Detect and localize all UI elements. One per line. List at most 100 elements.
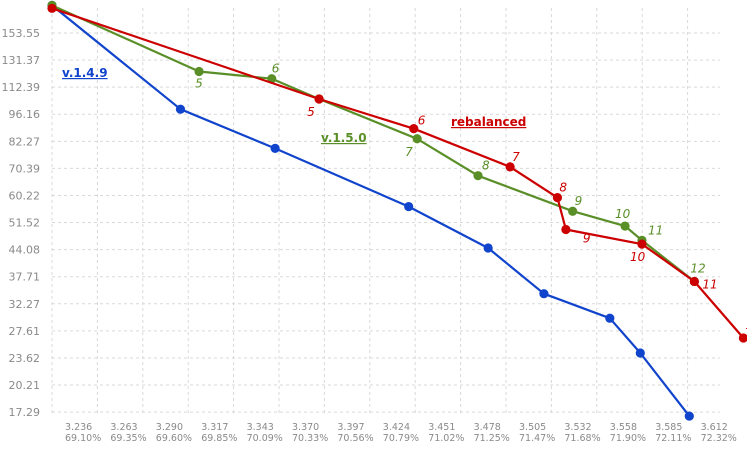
- data-point[interactable]: [561, 224, 571, 235]
- data-label: 7: [405, 145, 413, 159]
- data-point[interactable]: [539, 289, 549, 299]
- legend-item-v.1.4.9[interactable]: v.1.4.9: [62, 66, 108, 80]
- data-point[interactable]: [689, 276, 699, 287]
- x-tick-label-percent: 70.56%: [337, 433, 373, 444]
- data-point[interactable]: [505, 162, 515, 172]
- y-tick-label: 82.27: [9, 135, 41, 148]
- x-tick-label-percent: 70.09%: [247, 433, 283, 444]
- data-label: 10: [615, 207, 631, 221]
- series-line: [51, 7, 745, 339]
- x-tick-label-value: 3.478: [474, 422, 501, 433]
- x-tick-label-value: 3.424: [383, 422, 410, 433]
- x-tick-label-value: 3.558: [610, 422, 637, 433]
- x-tick-label-percent: 69.85%: [201, 433, 237, 444]
- data-label: 8: [482, 159, 490, 173]
- data-point[interactable]: [483, 243, 493, 253]
- data-label: 9: [575, 194, 583, 208]
- x-tick-label-value: 3.612: [701, 422, 728, 433]
- series-line: [51, 4, 691, 417]
- data-label: 9: [583, 232, 591, 246]
- data-point[interactable]: [412, 134, 422, 144]
- x-tick-label-percent: 72.32%: [701, 433, 737, 444]
- data-point[interactable]: [635, 348, 645, 358]
- y-tick-label: 96.16: [9, 108, 41, 121]
- y-tick-label: 60.22: [9, 189, 41, 202]
- x-tick-label-percent: 71.68%: [564, 433, 600, 444]
- data-label: 6: [418, 114, 426, 128]
- data-label: 11: [702, 277, 717, 291]
- data-point[interactable]: [47, 3, 57, 13]
- data-point[interactable]: [605, 313, 615, 323]
- x-tick-label-percent: 70.79%: [383, 433, 419, 444]
- data-label: 6: [272, 62, 280, 76]
- y-tick-label: 32.27: [9, 298, 41, 311]
- x-tick-label-value: 3.505: [519, 422, 546, 433]
- legend-item-v.1.5.0[interactable]: v.1.5.0: [321, 131, 367, 145]
- y-tick-label: 17.29: [9, 406, 41, 419]
- data-point[interactable]: [409, 124, 419, 134]
- y-tick-label: 51.52: [9, 217, 41, 230]
- x-tick-label-value: 3.236: [65, 422, 92, 433]
- x-tick-label-percent: 69.10%: [65, 433, 101, 444]
- data-point[interactable]: [270, 143, 280, 153]
- x-tick-label-value: 3.343: [247, 422, 274, 433]
- data-point[interactable]: [175, 104, 186, 114]
- x-tick-label-value: 3.263: [110, 422, 137, 433]
- y-tick-label: 112.39: [2, 81, 41, 94]
- x-tick-label-percent: 72.11%: [655, 433, 691, 444]
- x-axis-ticks: 3.23669.10%3.26369.35%3.29069.60%3.31769…: [65, 422, 737, 444]
- y-tick-label: 131.37: [2, 54, 41, 67]
- data-label: 7: [512, 150, 520, 164]
- series: 5678910111256789101112: [47, 0, 747, 421]
- data-label: 8: [559, 181, 567, 195]
- data-point[interactable]: [473, 171, 483, 181]
- data-point[interactable]: [568, 206, 578, 216]
- x-tick-label-value: 3.370: [292, 422, 319, 433]
- data-label: 5: [195, 77, 203, 91]
- y-tick-label: 70.39: [9, 162, 41, 175]
- legend-item-rebalanced[interactable]: rebalanced: [451, 115, 526, 129]
- y-axis-ticks: 153.55 131.37 112.39 96.16 82.27 70.39 60.22 51…: [2, 27, 41, 419]
- y-tick-label: 23.62: [9, 352, 41, 365]
- data-point[interactable]: [637, 239, 647, 249]
- y-tick-label: 27.61: [9, 325, 41, 338]
- x-tick-label-percent: 71.02%: [428, 433, 464, 444]
- data-point[interactable]: [194, 66, 204, 77]
- data-label: 10: [630, 250, 646, 264]
- data-point[interactable]: [404, 201, 414, 212]
- series-line: [51, 4, 696, 283]
- legend: v.1.4.9 v.1.5.0 rebalanced: [62, 66, 526, 145]
- x-tick-label-value: 3.532: [564, 422, 591, 433]
- y-tick-label: 153.55: [2, 27, 41, 40]
- x-tick-label-value: 3.585: [655, 422, 682, 433]
- y-tick-label: 20.21: [9, 379, 41, 392]
- data-point[interactable]: [314, 94, 324, 104]
- x-tick-label-value: 3.451: [428, 422, 455, 433]
- data-label: 12: [745, 318, 747, 332]
- x-tick-label-value: 3.317: [201, 422, 228, 433]
- data-point[interactable]: [620, 221, 630, 231]
- data-label: 5: [307, 105, 315, 119]
- data-point[interactable]: [552, 192, 563, 203]
- x-tick-label-percent: 71.47%: [519, 433, 555, 444]
- data-point[interactable]: [684, 411, 694, 421]
- data-point[interactable]: [738, 333, 747, 343]
- y-tick-label: 37.71: [9, 271, 41, 284]
